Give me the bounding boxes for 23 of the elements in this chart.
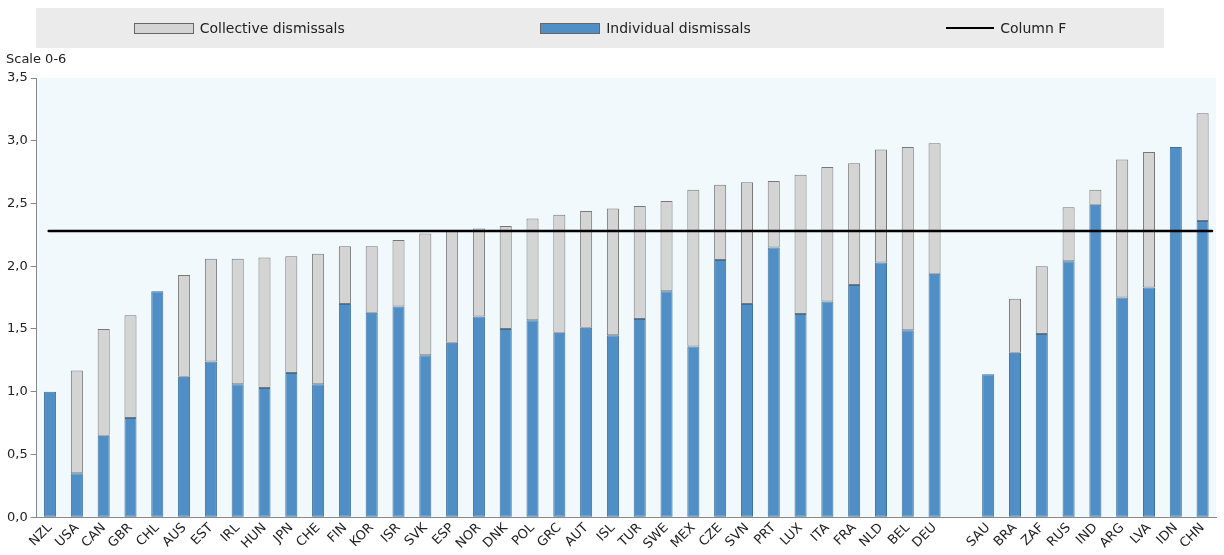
y-tick-label: 3,0 [6,132,28,148]
x-tick-label: ITA [807,519,832,545]
y-tick-label: 1,5 [6,320,28,336]
y-tick-label: 2,5 [6,194,28,210]
x-tick-label: CHL [132,519,163,549]
x-tick-label: IDN [1153,519,1181,547]
x-tick-label: IND [1072,519,1100,547]
x-tick-label: FIN [323,519,350,546]
legend-label: Individual dismissals [606,20,751,36]
x-tick-label: POL [508,519,538,549]
y-tick-label: 0,5 [6,445,28,461]
legend-label: Collective dismissals [199,20,345,36]
y-tick-label: 2,0 [6,257,28,273]
x-tick-label: BRA [990,519,1020,549]
y-tick-label: 1,0 [6,383,28,399]
x-tick-label: LVA [1126,519,1154,547]
y-axis-title: Scale 0-6 [6,50,67,66]
x-tick-label: ISR [377,519,404,546]
x-tick-label: ISL [593,519,618,544]
y-tick-label: 3,5 [6,69,28,85]
legend-label: Column F [1000,20,1067,36]
y-tick-label: 0,0 [6,508,28,524]
x-tick-label: USA [51,519,82,550]
